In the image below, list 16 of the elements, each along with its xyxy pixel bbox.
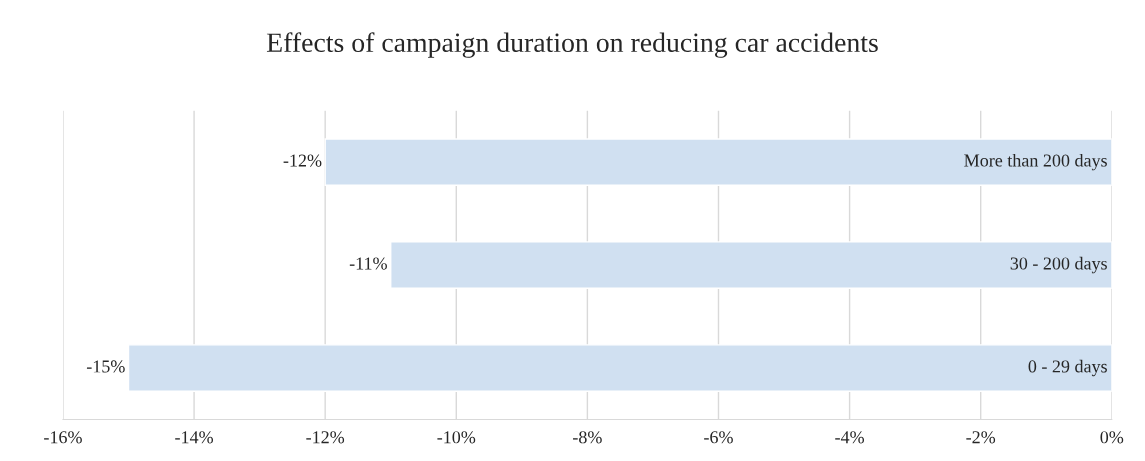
y-tick-label: More than 200 days — [964, 153, 1107, 171]
x-tick-label: -12% — [306, 431, 345, 444]
x-tick-label: -2% — [966, 431, 996, 444]
y-tick-label: 0 - 29 days — [1028, 359, 1107, 377]
x-tick-label: 0% — [1100, 431, 1124, 444]
x-tick-label: -10% — [437, 431, 476, 444]
x-tick-label: -4% — [835, 431, 865, 444]
x-tick-label: -6% — [704, 431, 733, 444]
data-label: -15% — [86, 360, 125, 373]
x-tick-label: -8% — [573, 431, 602, 444]
data-label: -12% — [283, 154, 322, 167]
chart-title: Effects of campaign duration on reducing car accidents — [266, 32, 878, 58]
x-tick-label: -14% — [175, 431, 214, 444]
x-tick-label: -16% — [44, 431, 82, 444]
data-label: -11% — [349, 257, 387, 270]
y-tick-label: 30 - 200 days — [1010, 256, 1107, 274]
